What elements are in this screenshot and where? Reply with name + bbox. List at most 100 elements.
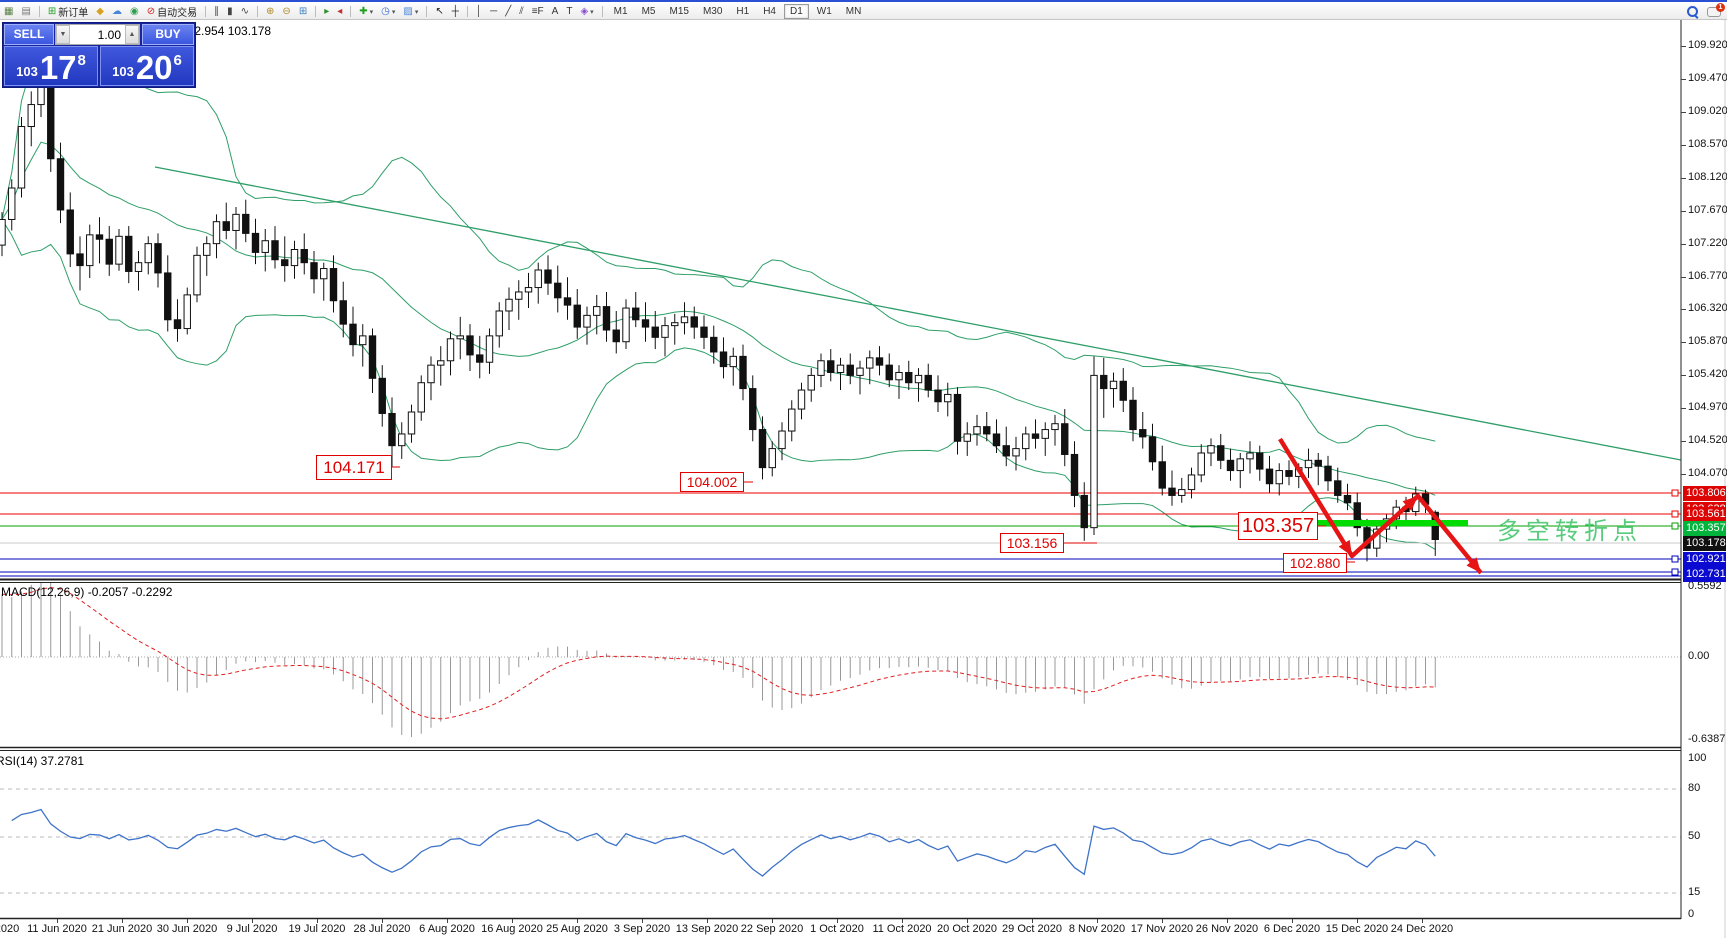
tile-windows-icon[interactable]: ⊞ xyxy=(298,6,308,17)
autotrade-button[interactable]: ⊘ 自动交易 xyxy=(146,6,198,19)
date-axis-tickmark xyxy=(252,919,253,923)
price-axis-tickmark xyxy=(1681,441,1686,442)
sell-price[interactable]: 103 17 8 xyxy=(4,46,98,86)
price-axis-tickmark xyxy=(1681,211,1686,212)
channel-icon[interactable]: ⫽ xyxy=(519,6,524,17)
macd-axis-tick: 0.00 xyxy=(1688,650,1710,662)
date-axis-tickmark xyxy=(772,919,773,923)
price-axis-tickmark xyxy=(1681,178,1686,179)
timeframe-m5[interactable]: M5 xyxy=(641,6,656,17)
price-axis-tick: 106.320 xyxy=(1688,302,1727,314)
price-tag-102.921: 102.921 xyxy=(1683,551,1726,567)
date-axis-label: 1 Oct 2020 xyxy=(810,923,864,935)
price-tag-103.357: 103.357 xyxy=(1683,520,1726,536)
chart-window-icon[interactable]: ▦ xyxy=(4,6,14,17)
date-axis-tickmark xyxy=(1227,919,1228,923)
chat-icon[interactable]: 1 xyxy=(1707,3,1725,17)
chart-area[interactable]: USDJPY-,Daily 103.550 103.577 102.954 10… xyxy=(0,20,1727,938)
price-axis-tick: 109.920 xyxy=(1688,39,1727,51)
sell-price-point: 8 xyxy=(77,52,86,69)
styles-icon[interactable]: ◆ xyxy=(96,6,104,17)
buy-button[interactable]: BUY xyxy=(142,24,194,45)
rsi-axis-tick: 100 xyxy=(1688,752,1707,764)
date-axis-label: 26 Nov 2020 xyxy=(1195,923,1259,935)
price-axis-tick: 105.420 xyxy=(1688,368,1727,380)
price-axis-tick: 106.770 xyxy=(1688,270,1727,282)
auto-scroll-icon[interactable]: ◂ xyxy=(337,6,343,17)
date-axis-tickmark xyxy=(382,919,383,923)
bar-chart-icon[interactable]: ∥ xyxy=(214,6,220,17)
buy-price[interactable]: 103 20 6 xyxy=(100,46,194,86)
cloud-icon[interactable]: ☁ xyxy=(112,6,122,17)
arrows-icon[interactable]: ◈ ▾ xyxy=(580,6,594,17)
one-click-trade-panel: SELL ▼ ▲ BUY 103 17 8 103 20 6 xyxy=(2,22,196,88)
price-axis-tick: 104.070 xyxy=(1688,467,1727,479)
price-callout-104.002: 104.002 xyxy=(680,472,744,492)
timeframe-toolbar: M1 M5 M15 M30 H1 H4 D1 W1 MN xyxy=(607,4,869,19)
price-axis-tickmark xyxy=(1681,342,1686,343)
sell-button[interactable]: SELL xyxy=(4,24,54,45)
timeframe-w1[interactable]: W1 xyxy=(816,6,832,17)
horizontal-line-icon[interactable]: ─ xyxy=(490,6,498,17)
label-icon[interactable]: T xyxy=(566,6,573,17)
sell-price-pips: 17 xyxy=(39,49,77,86)
indicators-button[interactable]: ✚ ▾ xyxy=(359,6,374,17)
price-axis-tick: 104.520 xyxy=(1688,434,1727,446)
date-axis-label: 8 Nov 2020 xyxy=(1068,923,1126,935)
price-axis-tickmark xyxy=(1681,79,1686,80)
price-axis-tickmark xyxy=(1681,112,1686,113)
signals-icon[interactable]: ◉ xyxy=(130,6,139,17)
date-axis-label: 16 Aug 2020 xyxy=(481,923,543,935)
templates-button[interactable]: ▨ ▾ xyxy=(403,6,419,17)
vertical-line-icon[interactable]: │ xyxy=(475,6,483,17)
cursor-icon[interactable]: ↖ xyxy=(435,6,444,17)
timeframe-m1[interactable]: M1 xyxy=(613,6,628,17)
text-icon[interactable]: A xyxy=(551,6,559,17)
price-tag-103.178: 103.178 xyxy=(1683,535,1726,551)
crosshair-icon[interactable]: ┼ xyxy=(451,6,459,17)
date-axis-tickmark xyxy=(187,919,188,923)
price-axis-tick: 104.970 xyxy=(1688,401,1727,413)
price-axis-tick: 105.870 xyxy=(1688,335,1727,347)
rsi-axis-tick: 50 xyxy=(1688,830,1701,842)
price-axis-tickmark xyxy=(1681,145,1686,146)
volume-down-button[interactable]: ▼ xyxy=(56,25,70,44)
zoom-in-icon[interactable]: ⊕ xyxy=(266,6,275,17)
date-axis-label: 6 Dec 2020 xyxy=(1263,923,1321,935)
date-axis-label: 13 Sep 2020 xyxy=(675,923,739,935)
date-axis-tickmark xyxy=(1357,919,1358,923)
price-axis-tickmark xyxy=(1681,277,1686,278)
price-callout-103.357: 103.357 xyxy=(1238,512,1318,540)
search-icon[interactable] xyxy=(1687,5,1699,19)
trendline-icon[interactable]: ╱ xyxy=(505,6,512,17)
fibonacci-icon[interactable]: ≡F xyxy=(531,6,544,17)
volume-input[interactable] xyxy=(70,25,125,44)
candle-chart-icon[interactable]: ▮ xyxy=(227,6,233,17)
periods-button[interactable]: ◷ ▾ xyxy=(381,6,396,17)
chart-shift-icon[interactable]: ▸ xyxy=(324,6,330,17)
price-callout-103.156: 103.156 xyxy=(1000,533,1064,553)
data-window-icon[interactable]: ▤ xyxy=(21,6,31,17)
timeframe-d1[interactable]: D1 xyxy=(783,4,809,19)
zoom-out-icon[interactable]: ⊖ xyxy=(282,6,291,17)
rsi-axis-tick: 0 xyxy=(1688,908,1695,920)
timeframe-m15[interactable]: M15 xyxy=(669,6,689,17)
timeframe-mn[interactable]: MN xyxy=(845,6,862,17)
price-chart-canvas[interactable] xyxy=(0,20,1727,938)
timeframe-h4[interactable]: H4 xyxy=(763,6,776,17)
volume-up-button[interactable]: ▲ xyxy=(125,25,139,44)
buy-price-big-figure: 103 xyxy=(112,64,134,79)
timeframe-m30[interactable]: M30 xyxy=(702,6,723,17)
price-tag-102.731: 102.731 xyxy=(1683,566,1726,582)
rsi-axis-tick: 15 xyxy=(1688,886,1701,898)
date-axis-label: 28 Jul 2020 xyxy=(353,923,411,935)
date-axis-tickmark xyxy=(902,919,903,923)
buy-price-pips: 20 xyxy=(135,49,173,86)
price-axis-tick: 109.020 xyxy=(1688,105,1727,117)
rsi-axis-tick: 80 xyxy=(1688,782,1701,794)
line-chart-icon[interactable]: ∿ xyxy=(240,6,250,17)
price-axis-tick: 108.120 xyxy=(1688,171,1727,183)
timeframe-h1[interactable]: H1 xyxy=(736,6,750,17)
new-order-button[interactable]: ⊞ 新订单 xyxy=(47,6,89,19)
